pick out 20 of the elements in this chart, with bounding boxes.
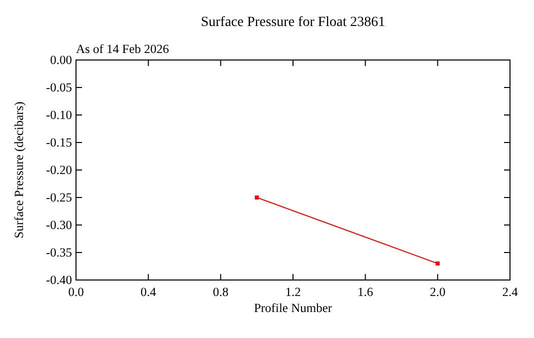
y-tick-label: -0.20 [46,163,72,177]
x-axis-title: Profile Number [254,301,333,315]
y-tick-label: -0.40 [46,273,72,287]
y-tick-label: -0.10 [46,108,72,122]
y-tick-label: 0.00 [50,53,72,67]
y-tick-label: -0.05 [46,80,72,94]
x-tick-label: 1.6 [358,285,374,299]
x-tick-label: 2.0 [430,285,446,299]
y-tick-label: -0.35 [46,246,72,260]
chart-title: Surface Pressure for Float 23861 [200,15,386,30]
chart-subtitle: As of 14 Feb 2026 [76,42,170,56]
x-tick-label: 1.2 [285,285,301,299]
x-tick-label: 0.0 [68,285,84,299]
y-tick-label: -0.25 [46,190,72,204]
x-tick-label: 2.4 [502,285,519,299]
x-tick-label: 0.4 [140,285,157,299]
x-tick-label: 0.8 [212,285,228,299]
y-axis-title: Surface Pressure (decibars) [12,102,26,238]
y-tick-label: -0.30 [46,218,72,232]
y-tick-label: -0.15 [46,136,72,150]
